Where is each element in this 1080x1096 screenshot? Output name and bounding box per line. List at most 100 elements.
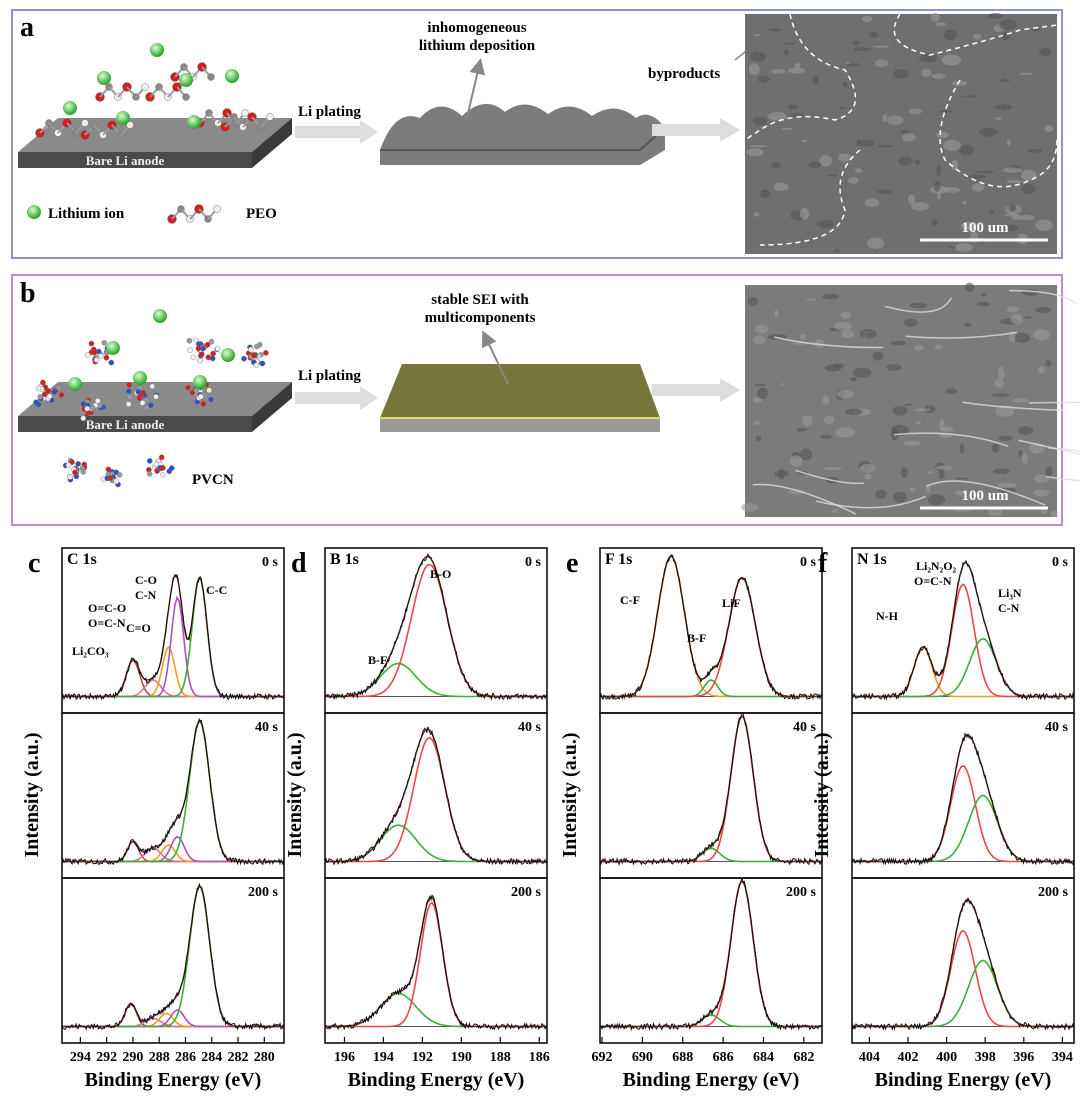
sem-grain [1006, 140, 1011, 146]
sem-grain [1034, 474, 1050, 484]
x-tick-label: 190 [451, 1050, 472, 1065]
sem-grain [908, 194, 916, 205]
sem-grain [869, 31, 879, 38]
sem-grain [1017, 426, 1034, 435]
sem-grain [939, 110, 954, 113]
arrow [295, 386, 378, 410]
x-tick-label: 688 [672, 1050, 693, 1065]
panel-label: b [20, 278, 36, 309]
sem-grain [819, 155, 833, 167]
fit-component [600, 1014, 822, 1028]
atom [135, 389, 142, 395]
sem-grain [1035, 219, 1053, 231]
sem-grain [799, 207, 810, 220]
sem-grain [962, 201, 967, 205]
fit-component [600, 715, 822, 863]
atom [247, 346, 254, 353]
sem-grain [864, 198, 880, 208]
sem-grain [877, 189, 892, 194]
time-label: 0 s [1052, 555, 1069, 570]
atom [88, 340, 95, 347]
sem-grain [897, 156, 914, 166]
atom [206, 387, 212, 394]
sem-grain [952, 62, 957, 65]
raw-spectrum [599, 712, 823, 866]
atom [125, 388, 132, 394]
time-label: 0 s [525, 555, 542, 570]
peak-label: Li₂CO₃ [72, 644, 109, 658]
sem-grain [900, 467, 908, 479]
atom [149, 383, 156, 390]
fit-component [325, 736, 547, 863]
sem-grain [972, 33, 982, 40]
atom [136, 395, 143, 401]
sem-grain [936, 189, 942, 200]
sem-grain [746, 148, 764, 157]
sem-grain [971, 183, 985, 192]
x-tick-label: 192 [412, 1050, 433, 1065]
sem-grain [1050, 510, 1058, 517]
x-tick-label: 196 [334, 1050, 355, 1065]
peak-label: LiF [722, 596, 741, 610]
slab-front [18, 152, 252, 168]
slab-front [18, 416, 252, 432]
envelope [62, 885, 284, 1028]
annotation: stable SEI with [431, 292, 529, 308]
sem-grain [994, 378, 1005, 388]
subplot-frame [324, 877, 548, 1044]
arrow [652, 378, 740, 402]
sem-grain [914, 159, 920, 166]
peak-label: N-H [876, 609, 899, 623]
sem-grain [1010, 313, 1023, 325]
lithium-ion [221, 348, 235, 362]
sem-grain [964, 323, 972, 328]
sem-grain [994, 104, 1013, 111]
sem-grain [939, 468, 945, 480]
x-tick-label: 682 [793, 1050, 814, 1065]
sem-grain [1009, 204, 1017, 212]
fit-component [325, 563, 547, 698]
lithium-ion [225, 69, 239, 83]
peak-label: O=C-N [88, 616, 126, 630]
sem-grain [960, 221, 976, 231]
atom [84, 351, 91, 358]
annotation-arrow [465, 58, 486, 123]
sem-grain [891, 424, 909, 436]
sem-grain [872, 45, 890, 48]
sem-grain [826, 174, 838, 177]
atom [139, 400, 146, 406]
sem-grain [1021, 453, 1028, 464]
sem-grain [903, 318, 918, 328]
peak-label: O=C-O [88, 601, 126, 615]
x-axis-label: Binding Energy (eV) [623, 1069, 800, 1091]
fit-component [852, 794, 1074, 863]
sem-grain [1038, 48, 1052, 57]
sem-ridge [925, 480, 1046, 506]
sem-grain [753, 335, 766, 345]
sei-top [380, 364, 660, 418]
sem-grain [1044, 124, 1054, 133]
atom [56, 385, 62, 391]
sem-grain [931, 219, 938, 226]
sem-grain [913, 344, 924, 351]
sem-grain [755, 324, 769, 334]
atom [116, 472, 123, 478]
panel-label: c [28, 548, 40, 579]
sem-grain [835, 427, 856, 438]
sem-grain [820, 434, 832, 439]
molecules [35, 43, 274, 140]
sem-grain [802, 415, 813, 427]
sem-grain [1037, 366, 1045, 374]
sem-grain [1006, 306, 1019, 313]
sem-grain [1028, 148, 1043, 153]
atom [208, 396, 214, 403]
sem-grain [941, 54, 962, 66]
sem-grain [1021, 289, 1040, 297]
atom [146, 458, 153, 464]
sem-grain [943, 186, 961, 193]
x-tick-label: 188 [490, 1050, 511, 1065]
y-axis-label: Intensity (a.u.) [284, 732, 306, 857]
atom [113, 478, 120, 485]
element-label: N 1s [857, 551, 887, 568]
sem-grain [861, 15, 873, 22]
